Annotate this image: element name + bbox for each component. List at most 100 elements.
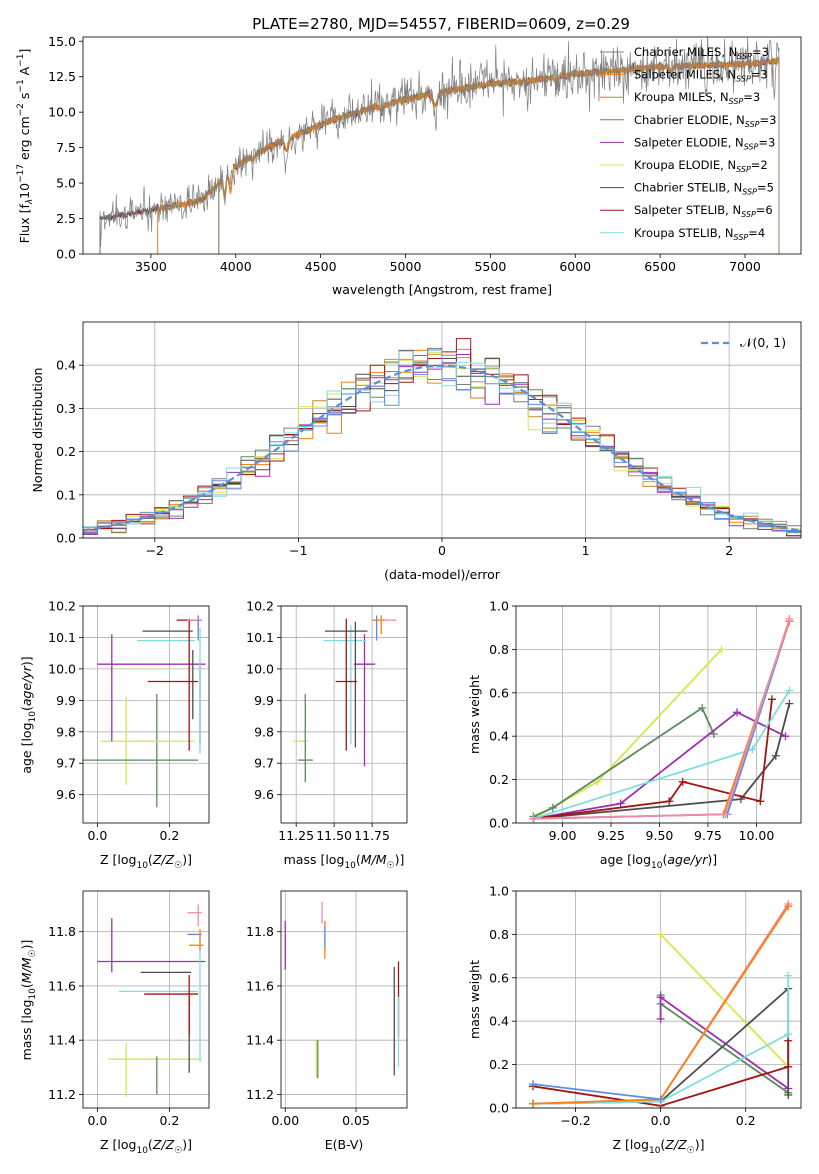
weight_vs_Z-axes: −0.2 0.0 0.2 0.0 0.2 0.4 0.6 0.8 1.0 mass weight Z… [467,884,802,1156]
weight-marker [593,777,602,786]
spectrum-xtick-label: 4500 [305,259,337,274]
weight_vs_age-ytick-label: 0.8 [489,642,509,657]
weight_vs_Z-frame [515,890,802,1109]
age-mass-xlabel: mass [log10(M/M☉)] [284,852,405,871]
weight-line [533,703,791,820]
weight_vs_Z-ytick-label: 1.0 [489,884,509,899]
weight_vs_Z-xtick-label: 0.2 [736,1113,756,1128]
weight_vs_Z-ytick-label: 0.0 [489,1101,509,1116]
legend-entry: Chabrier STELIB, NSSP=5 [634,181,774,197]
weight-line [533,699,773,820]
spectrum-line [99,37,780,254]
weight-marker [733,708,742,717]
weight-marker [698,703,707,712]
weight-series [529,645,726,823]
weight_vs_Z-xtick-label: −0.2 [560,1113,590,1128]
residuals-frame [82,321,802,539]
mass_vs_Z-xtick-label: 0.2 [159,1113,179,1128]
weight-marker [656,1095,665,1104]
residuals-xtick-label: 0 [438,543,446,558]
weight-marker [717,645,726,654]
spectrum-ytick-label: 10.0 [48,105,76,120]
residuals-xtick-label: −2 [146,543,164,558]
weight-marker [784,1090,793,1099]
weight-line [533,711,786,820]
weight-marker [665,797,674,806]
weight-marker [616,799,625,808]
weight-line [532,648,723,820]
weight_vs_age-xtick-label: 9.25 [597,828,625,843]
weight-marker [784,971,793,980]
age_vs_Z-ytick-label: 10.0 [48,661,76,676]
mass_vs_Z-ytick-label: 11.8 [48,924,76,939]
weight-line [659,995,789,1090]
spectrum-xtick-label: 5500 [474,259,506,274]
spectrum-xtick-label: 6000 [559,259,591,274]
spectrum-ytick-label: 2.5 [56,211,76,226]
weight-series [529,1036,793,1108]
weight_vs_age-frame [515,605,802,824]
weight_vs_age-ylabel: mass weight [467,675,482,754]
weight-line [532,1040,790,1107]
weight-marker [529,1080,538,1089]
residuals-ytick-label: 0.4 [56,358,76,373]
age_vs_mass-plot-area [293,615,397,783]
legend-entry: Salpeter MILES, NSSP=3 [634,68,768,84]
age_vs_mass-frame [280,605,408,824]
spectrum-ytick-label: 0.0 [56,247,76,262]
weight-marker [656,1015,665,1024]
weight-series [529,699,794,823]
weight_vs_age-xtick-label: 9.75 [694,828,722,843]
weight-marker [784,1062,793,1071]
legend-entry: 𝒩(0, 1) [740,335,786,351]
weight-Z-xlabel: Z [log10(Z/Z☉)] [613,1137,705,1156]
weight-series [656,993,793,1093]
weight-marker [548,803,557,812]
weight_vs_Z-plot-area [529,900,793,1108]
residuals-axes: −2 −1 0 1 2 0.0 0.1 0.2 0.3 0.4 𝒩(0, 1) (data-model… [30,321,802,582]
weight-series [529,615,794,823]
mass-Z-xlabel: Z [log10(Z/Z☉)] [100,1137,192,1156]
weight-line [532,1083,661,1101]
mass-ebv-xlabel: E(B-V) [325,1137,364,1152]
age_vs_mass-ytick-label: 10.2 [246,599,274,614]
weight_vs_Z-ylabel: mass weight [467,960,482,1039]
spectrum-legend: Chabrier MILES, NSSP=3 Salpeter MILES, NS… [600,45,776,242]
mass_vs_ebv-plot-area [284,901,400,1079]
mass_vs_Z-axes: 0.0 0.2 11.2 11.4 11.6 11.8 Z [log10(Z/Z☉)] mas… [19,890,210,1156]
weight_vs_age-xtick-label: 9.50 [646,828,674,843]
residuals-ytick-label: 0.3 [56,401,76,416]
legend-entry: Kroupa ELODIE, NSSP=2 [634,158,768,174]
age_vs_mass-ytick-label: 10.0 [246,661,274,676]
weight-marker [656,930,665,939]
mass_vs_ebv-ytick-label: 11.2 [246,1087,274,1102]
mass_vs_ebv-axes: 0.00 0.05 11.2 11.4 11.6 11.8 E(B-V) [246,890,408,1152]
weight_vs_age-axes: 9.00 9.25 9.50 9.75 10.00 0.0 0.2 0.4 0.6 0.8 1.0 m… [467,599,802,871]
mass_vs_ebv-ytick-label: 11.4 [246,1033,274,1048]
spectrum-xtick-label: 5000 [390,259,422,274]
residual-ylabel: Normed distribution [30,368,45,493]
spectrum-xtick-label: 7000 [729,259,761,274]
age_vs_mass-ytick-label: 10.1 [246,630,274,645]
age_vs_mass-xtick-label: 11.50 [316,828,352,843]
mass_vs_ebv-xtick-label: 0.00 [271,1113,299,1128]
age_vs_mass-ytick-label: 9.8 [254,724,274,739]
age_vs_Z-ytick-label: 9.6 [56,787,76,802]
weight-series [529,695,776,823]
weight-line [532,975,790,1105]
residual-legend: 𝒩(0, 1) [701,335,786,351]
spectrum-xtick-label: 6500 [644,259,676,274]
spectrum-ytick-label: 12.5 [48,69,76,84]
weight_vs_age-xtick-label: 10.00 [739,828,775,843]
weight_vs_age-ytick-label: 0.0 [489,816,509,831]
weight-age-xlabel: age [log10(age/yr)] [600,852,717,871]
weight_vs_Z-ytick-label: 0.4 [489,1014,509,1029]
legend-entry: Chabrier MILES, NSSP=3 [634,45,769,61]
weight-series [529,1080,665,1104]
age_vs_Z-ytick-label: 9.7 [56,756,76,771]
legend-entry: Salpeter ELODIE, NSSP=3 [634,135,775,151]
weight-marker [529,814,538,823]
age_vs_Z-xtick-label: 0.2 [159,828,179,843]
weight-marker [785,699,794,708]
